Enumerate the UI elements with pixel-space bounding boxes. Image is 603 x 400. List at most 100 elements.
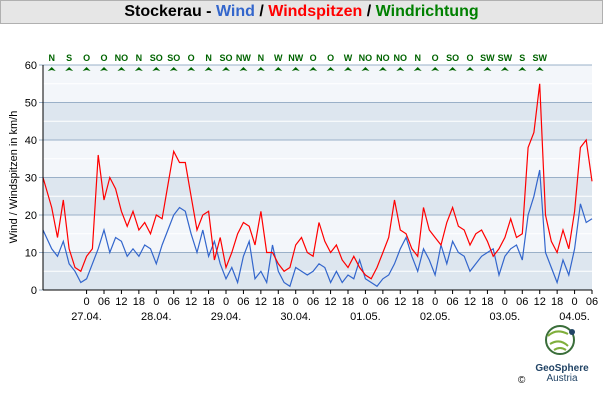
direction-label: SW (532, 53, 547, 63)
direction-label: NW (236, 53, 251, 63)
y-axis-label: Wind / Windspitzen in km/h (8, 111, 20, 244)
direction-label: O (310, 53, 317, 63)
direction-label: NW (288, 53, 303, 63)
title-wind: Wind (215, 3, 255, 20)
direction-label: NO (394, 53, 408, 63)
direction-label: SO (150, 53, 163, 63)
y-tick-label: 40 (25, 135, 37, 147)
x-tick-label: 06 (98, 296, 110, 308)
x-date-label: 02.05. (420, 311, 451, 323)
direction-label: SW (498, 53, 513, 63)
direction-arrow-icon (169, 67, 178, 71)
direction-label: N (136, 53, 143, 63)
x-date-label: 30.04. (280, 311, 311, 323)
direction-row: N S O O NO N SO SO O N SO NW N W NW O O W NO NO NO N O SO O SW SW S… (47, 53, 547, 71)
direction-label: SO (167, 53, 180, 63)
title-sep-1: - (201, 3, 216, 20)
x-tick-label: 06 (516, 296, 528, 308)
x-tick-label: 18 (481, 296, 493, 308)
direction-arrow-icon (448, 67, 457, 71)
x-tick-label: 0 (293, 296, 299, 308)
direction-arrow-icon (65, 67, 74, 71)
x-tick-label: 18 (202, 296, 214, 308)
direction-arrow-icon (326, 67, 335, 71)
x-date-label: 03.05. (490, 311, 521, 323)
x-tick-label: 18 (551, 296, 563, 308)
direction-arrow-icon (222, 67, 230, 71)
direction-arrow-icon (134, 67, 143, 71)
gust-series-line (42, 83, 593, 280)
brand-name: GeoSphere (535, 363, 589, 374)
y-tick-label: 50 (25, 98, 37, 110)
y-tick-label: 20 (25, 210, 37, 222)
title-gust: Windspitzen (268, 3, 363, 20)
direction-arrow-icon (535, 67, 544, 71)
series-lines (42, 83, 593, 288)
x-tick-label: 18 (412, 296, 424, 308)
geosphere-logo-icon (545, 325, 575, 355)
x-tick-label: 0 (362, 296, 368, 308)
x-tick-label: 06 (446, 296, 458, 308)
direction-arrow-icon (291, 67, 300, 71)
direction-arrow-icon (413, 67, 422, 71)
direction-arrow-icon (483, 67, 492, 71)
direction-arrow-icon (204, 67, 213, 71)
y-tick-label: 0 (31, 285, 37, 297)
copyright-symbol: © (518, 375, 526, 386)
x-tick-label: 0 (223, 296, 229, 308)
direction-label: S (66, 53, 72, 63)
direction-label: O (83, 53, 90, 63)
direction-arrow-icon (117, 67, 126, 71)
direction-label: O (327, 53, 334, 63)
direction-label: NO (115, 53, 129, 63)
x-tick-label: 0 (502, 296, 508, 308)
y-tick-label: 10 (25, 248, 37, 260)
direction-arrow-icon (378, 67, 387, 71)
x-date-label: 01.05. (350, 311, 381, 323)
direction-arrow-icon (82, 67, 91, 71)
x-tick-label: 06 (237, 296, 249, 308)
x-tick-label: 0 (432, 296, 438, 308)
wind-series-line (42, 169, 593, 288)
title-direction: Windrichtung (375, 3, 479, 20)
direction-label: N (258, 53, 265, 63)
x-tick-label: 06 (586, 296, 598, 308)
brand-text: GeoSphere Austria (532, 364, 592, 384)
x-tick-label: 12 (115, 296, 127, 308)
direction-arrow-icon (152, 67, 161, 71)
x-tick-label: 12 (394, 296, 406, 308)
x-tick-label: 06 (377, 296, 389, 308)
direction-label: N (414, 53, 421, 63)
direction-label: NO (359, 53, 373, 63)
direction-label: SW (480, 53, 495, 63)
x-tick-label: 12 (185, 296, 197, 308)
direction-label: W (344, 53, 353, 63)
direction-label: O (466, 53, 473, 63)
direction-arrow-icon (309, 67, 318, 71)
direction-arrow-icon (239, 67, 248, 71)
title-place: Stockerau (124, 3, 202, 20)
x-tick-label: 06 (307, 296, 319, 308)
y-tick-label: 30 (25, 173, 37, 185)
x-tick-label: 0 (572, 296, 578, 308)
x-date-label: 28.04. (141, 311, 172, 323)
direction-label: W (274, 53, 283, 63)
x-tick-label: 12 (324, 296, 336, 308)
direction-label: S (519, 53, 525, 63)
x-tick-label: 18 (342, 296, 354, 308)
direction-arrow-icon (100, 67, 108, 71)
direction-label: N (205, 53, 212, 63)
title-sep-2: / (254, 3, 269, 20)
direction-arrow-icon (518, 67, 527, 71)
direction-arrow-icon (344, 67, 352, 71)
x-date-label: 27.04. (71, 311, 102, 323)
x-tick-label: 18 (272, 296, 284, 308)
direction-arrow-icon (47, 67, 56, 71)
title-sep-3: / (362, 3, 376, 20)
direction-arrow-icon (187, 67, 196, 71)
chart-title: Stockerau - Wind / Windspitzen / Windric… (0, 0, 603, 24)
direction-arrow-icon (431, 67, 440, 71)
direction-label: O (100, 53, 107, 63)
brand-sub: Austria (546, 373, 578, 384)
direction-arrow-icon (466, 67, 474, 71)
